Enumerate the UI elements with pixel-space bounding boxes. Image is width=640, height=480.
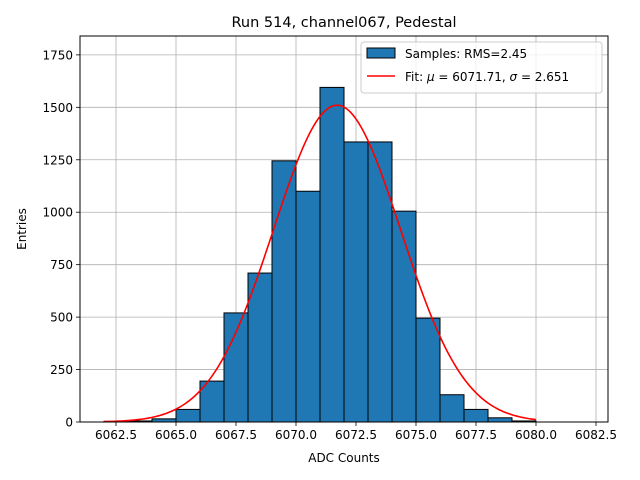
- histogram-bar: [487, 417, 513, 423]
- histogram-bar: [343, 141, 369, 423]
- histogram-bar: [271, 160, 297, 423]
- y-axis-ticks: 0 250 500 750 1000 1250 1500 1750: [42, 48, 80, 430]
- chart-title: Run 514, channel067, Pedestal: [231, 15, 456, 31]
- histogram-bar: [295, 190, 321, 423]
- x-tick-label: 6082.5: [575, 428, 617, 442]
- x-tick-label: 6075.0: [395, 428, 437, 442]
- y-tick-label: 0: [65, 416, 73, 430]
- x-axis-ticks: 6062.5 6065.0 6067.5 6070.0 6072.5 6075.0 6077…: [95, 422, 617, 442]
- legend-fit-mu-symbol: μ: [426, 70, 435, 84]
- histogram-bar: [439, 394, 465, 423]
- histogram-bar: [391, 210, 417, 423]
- y-tick-label: 1250: [42, 153, 73, 167]
- legend: Samples: RMS=2.45 Fit: μ = 6071.71, σ = …: [360, 41, 603, 94]
- histogram-bar: [463, 408, 489, 423]
- histogram-bar: [319, 86, 345, 423]
- histogram-bar: [415, 317, 441, 423]
- x-tick-label: 6067.5: [215, 428, 257, 442]
- y-tick-label: 250: [50, 363, 73, 377]
- fit-curve: [103, 104, 537, 423]
- legend-fit-sigma-value: = 2.651: [517, 70, 569, 84]
- histogram-bar: [175, 408, 201, 423]
- histogram-bar: [223, 312, 249, 423]
- y-tick-label: 500: [50, 311, 73, 325]
- y-tick-label: 1500: [42, 101, 73, 115]
- x-tick-label: 6065.0: [155, 428, 197, 442]
- histogram-bars: [103, 86, 537, 423]
- x-tick-label: 6072.5: [335, 428, 377, 442]
- legend-fit-label-prefix: Fit:: [405, 70, 427, 84]
- y-tick-label: 1000: [42, 206, 73, 220]
- x-tick-label: 6070.0: [275, 428, 317, 442]
- legend-histogram-swatch: [366, 47, 396, 59]
- histogram-bar: [367, 141, 393, 423]
- plot-frame: [79, 35, 609, 423]
- legend-fit-mu-value: = 6071.71,: [435, 70, 510, 84]
- legend-fit-label: Fit: μ = 6071.71, σ = 2.651: [405, 70, 569, 84]
- y-tick-label: 1750: [42, 48, 73, 62]
- x-tick-label: 6062.5: [95, 428, 137, 442]
- y-tick-label: 750: [50, 258, 73, 272]
- x-tick-label: 6080.0: [515, 428, 557, 442]
- x-tick-label: 6077.5: [455, 428, 497, 442]
- legend-box: [360, 41, 603, 94]
- legend-histogram-label: Samples: RMS=2.45: [405, 47, 527, 61]
- legend-fit-sigma-symbol: σ: [510, 70, 518, 84]
- y-axis-label: Entries: [15, 208, 29, 250]
- x-axis-label: ADC Counts: [308, 451, 380, 465]
